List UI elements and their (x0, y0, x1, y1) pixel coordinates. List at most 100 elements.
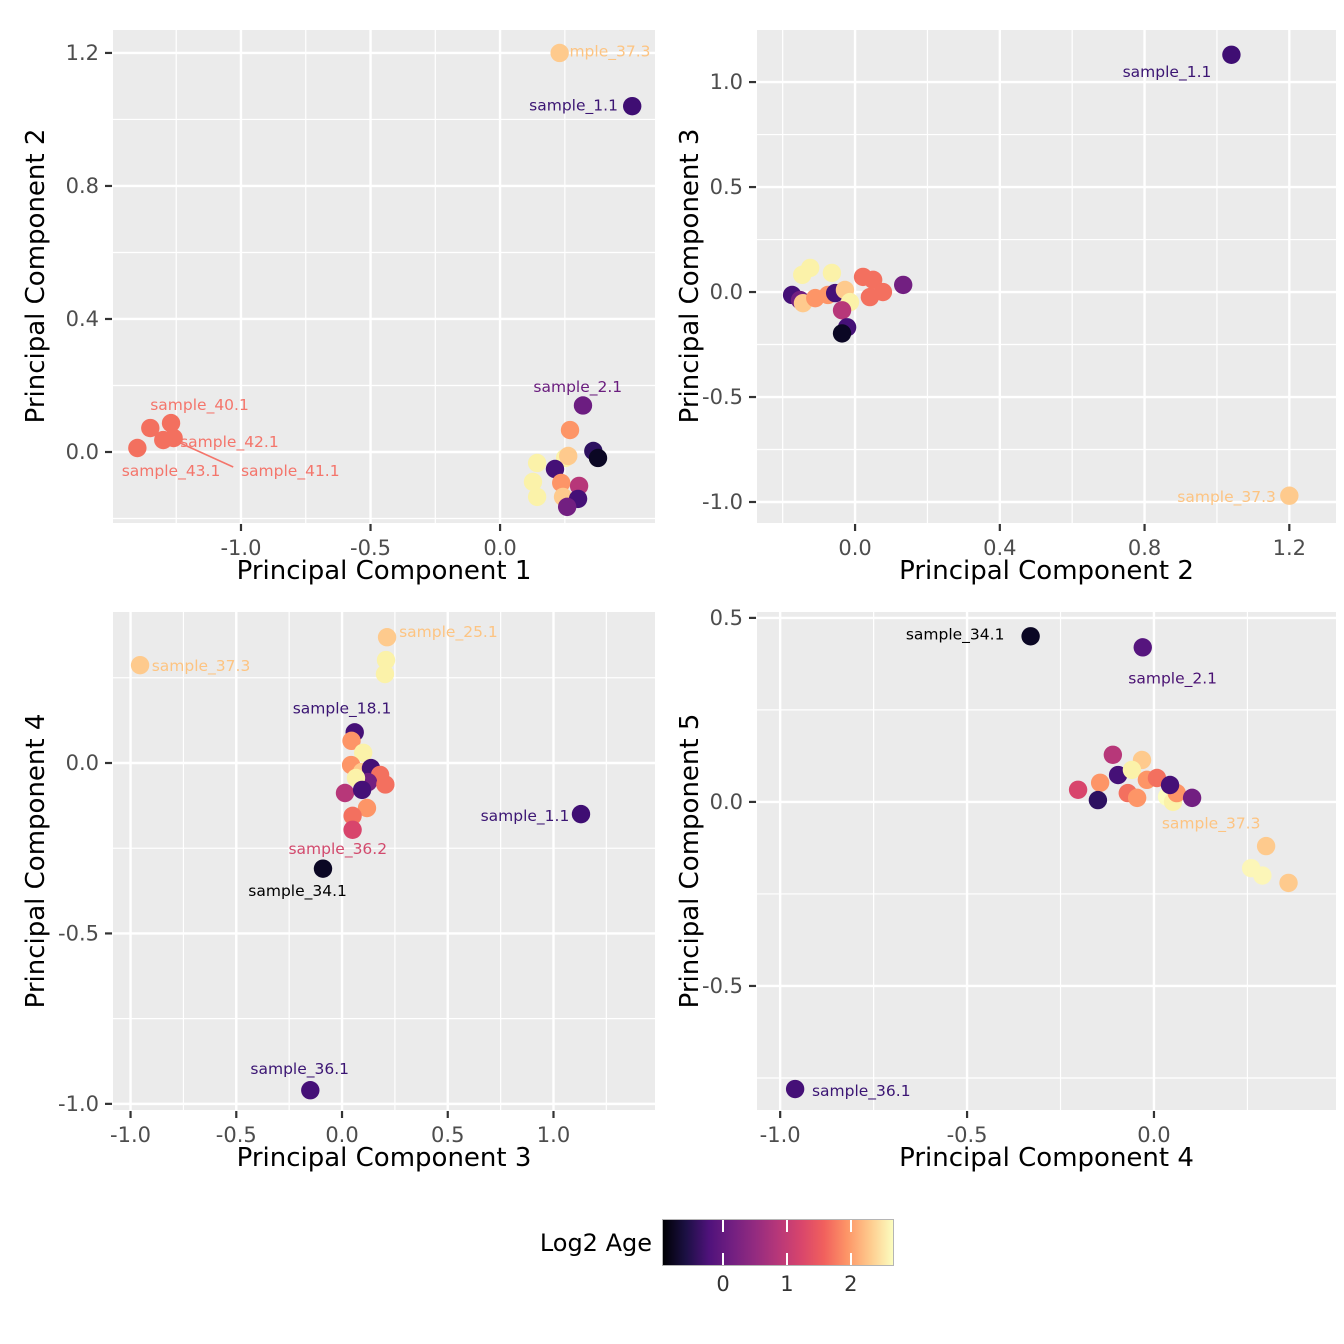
data-point (1280, 486, 1299, 505)
data-point (1103, 745, 1123, 765)
data-point (785, 1079, 805, 1099)
sample-label: sample_37.3 (552, 42, 651, 61)
panel-background (757, 30, 1336, 523)
sample-label: sample_37.3 (1162, 814, 1261, 833)
data-point (1160, 775, 1180, 795)
sample-label: sample_36.1 (812, 1082, 911, 1101)
data-point (335, 783, 355, 803)
data-point (375, 664, 395, 684)
sample-label: sample_2.1 (1128, 670, 1217, 689)
sample-label: sample_43.1 (122, 462, 221, 481)
x-axis-title-plot4: Principal Component 4 (899, 1143, 1194, 1173)
y-axis-title-plot3: Principal Component 4 (21, 713, 51, 1009)
legend-tick-mark (785, 1220, 789, 1232)
y-tick-label: -1.0 (702, 490, 743, 514)
y-tick-label: 0.0 (66, 440, 99, 464)
data-point (1256, 836, 1276, 856)
panel-group-0: -1.0 -0.5 0.0 0.0 0.4 0.8 1.2 sample_37.3sample… (66, 30, 655, 560)
data-point (1127, 788, 1147, 808)
legend-tick-mark (849, 1253, 853, 1265)
data-point (523, 472, 543, 492)
y-tick-label: 0.0 (710, 790, 743, 814)
x-tick-label: 1.2 (1273, 536, 1306, 560)
data-point (1182, 788, 1202, 808)
data-point (573, 396, 593, 415)
x-axis-title-plot1: Principal Component 1 (236, 556, 532, 586)
data-point (343, 820, 362, 840)
legend-tick-mark (849, 1220, 853, 1232)
y-axis-title-plot1: Principal Component 2 (21, 128, 51, 424)
sample-label: sample_1.1 (1123, 63, 1212, 82)
legend-tick-label: 1 (780, 1272, 794, 1296)
x-tick-label: -1.0 (760, 1123, 801, 1147)
legend-tick-label: 0 (716, 1272, 730, 1296)
x-axis-title-plot3: Principal Component 3 (236, 1143, 532, 1173)
x-tick-label: 0.0 (838, 536, 871, 560)
data-point (161, 413, 181, 433)
x-tick-label: 1.0 (537, 1123, 570, 1147)
x-axis-title-plot2: Principal Component 2 (899, 556, 1194, 586)
y-tick-label: 0.0 (710, 280, 743, 304)
data-point (343, 806, 362, 826)
y-tick-label: 0.5 (710, 606, 743, 630)
y-axis-title-plot2: Principal Component 3 (675, 128, 705, 424)
y-tick-label: 0.0 (66, 751, 99, 775)
legend-tick-label: 2 (844, 1272, 858, 1296)
data-point (893, 275, 913, 295)
sample-label: sample_36.2 (288, 840, 387, 859)
legend-tick-mark (721, 1220, 725, 1232)
panel-group-3: -1.0 -0.5 0.0 -0.5 0.0 0.5 sample_34.1 sample_2… (702, 606, 1336, 1147)
data-point (571, 804, 591, 824)
data-point (342, 731, 361, 751)
panel-content: sample_37.3 sample_1.1 sample_2.1 sample_40… (122, 42, 651, 517)
data-point (353, 743, 373, 762)
legend-tick-mark (785, 1253, 789, 1265)
data-point (793, 265, 812, 285)
label-leader-line (173, 439, 234, 468)
data-point (357, 798, 377, 818)
data-point (1253, 866, 1272, 885)
sample-label: sample_1.1 (529, 96, 618, 115)
data-point (860, 287, 880, 307)
data-point (1090, 773, 1110, 792)
data-point (527, 453, 547, 473)
legend-title: Log2 Age (539, 1229, 652, 1257)
panel-content: sample_1.1 sample_37.3 (782, 45, 1299, 507)
sample-label: sample_40.1 (150, 396, 249, 415)
y-tick-label: 0.8 (66, 174, 99, 198)
data-point (128, 438, 147, 458)
data-point (550, 43, 569, 63)
y-tick-label: 0.4 (66, 307, 99, 331)
sample-label: sample_37.3 (152, 657, 251, 676)
x-tick-label: 0.0 (325, 1123, 358, 1147)
data-point (623, 96, 642, 116)
legend-colorbar (662, 1219, 894, 1266)
sample-label: sample_37.3 (1177, 488, 1276, 507)
data-point (559, 446, 578, 466)
panel-background (113, 612, 655, 1110)
sample-label: sample_18.1 (293, 699, 392, 718)
x-tick-label: 0.0 (483, 536, 516, 560)
data-point (1021, 627, 1040, 646)
x-tick-label: 0.0 (1137, 1123, 1170, 1147)
x-tick-label: -0.5 (350, 536, 391, 560)
data-point (130, 655, 150, 675)
sample-label: sample_1.1 (481, 807, 570, 826)
data-point (545, 459, 565, 479)
sample-label: sample_41.1 (241, 462, 340, 481)
y-tick-label: 0.5 (710, 175, 743, 199)
data-point (141, 418, 160, 438)
sample-label: sample_42.1 (180, 433, 279, 452)
sample-label: sample_34.1 (906, 625, 1005, 644)
x-tick-label: -0.5 (216, 1123, 257, 1147)
data-point (376, 650, 396, 670)
data-point (352, 780, 372, 800)
data-point (822, 263, 842, 283)
sample-label: sample_34.1 (248, 882, 347, 901)
panel-content: sample_34.1 sample_2.1 sample_37.3 sample_3… (785, 625, 1298, 1101)
data-point (832, 324, 852, 343)
data-point (1222, 45, 1241, 64)
sample-label: sample_25.1 (399, 623, 498, 642)
